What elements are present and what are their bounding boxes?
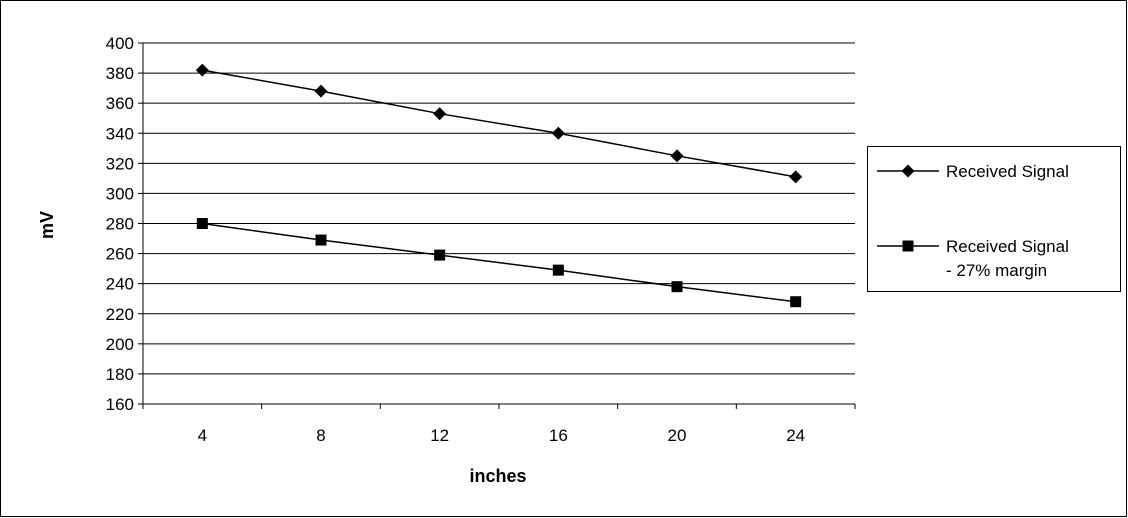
data-point <box>789 170 803 184</box>
y-tick-label: 220 <box>106 305 134 324</box>
x-tick-label: 4 <box>198 426 207 445</box>
legend-entry-1: Received Signal <box>877 162 1069 181</box>
x-tick-label: 20 <box>668 426 687 445</box>
gridlines <box>143 42 855 375</box>
x-tick-label: 16 <box>549 426 568 445</box>
y-tick-label: 300 <box>106 184 134 203</box>
y-tick-label: 160 <box>106 395 134 414</box>
y-tick-label: 280 <box>106 215 134 234</box>
y-tick-label: 200 <box>106 335 134 354</box>
y-tick-label: 380 <box>106 64 134 83</box>
series-line <box>202 69 796 178</box>
data-point <box>433 107 447 121</box>
data-point <box>314 84 328 98</box>
y-tick-label: 320 <box>106 154 134 173</box>
legend-label: Received Signal <box>946 162 1069 181</box>
x-tick-label: 24 <box>786 426 805 445</box>
data-point <box>552 264 564 276</box>
data-point <box>434 249 446 261</box>
data-point <box>551 126 565 140</box>
y-tick-label: 340 <box>106 124 134 143</box>
series-layer <box>195 63 803 308</box>
legend-swatch-marker <box>902 240 914 252</box>
y-tick-label: 240 <box>106 275 134 294</box>
y-tick-label: 360 <box>106 94 134 113</box>
legend-label: Received Signal <box>946 237 1069 256</box>
legend-swatch-marker <box>901 164 915 178</box>
data-point <box>790 296 802 308</box>
y-tick-label: 180 <box>106 365 134 384</box>
x-tick-labels: 4 8 12 16 20 24 <box>142 404 856 445</box>
legend-label: - 27% margin <box>946 261 1047 280</box>
data-point <box>670 149 684 163</box>
legend: Received Signal Received Signal - 27% marg… <box>867 146 1121 292</box>
y-tick-label: 260 <box>106 245 134 264</box>
x-axis-title: inches <box>469 466 526 486</box>
y-tick-labels: 160 180 200 220 240 260 280 300 320 340 360 380 400 <box>106 34 143 414</box>
y-tick-label: 400 <box>106 34 134 53</box>
y-axis-title: mV <box>37 211 57 239</box>
series-line <box>202 222 796 303</box>
series-2 <box>196 218 802 308</box>
data-point <box>195 63 209 77</box>
x-tick-label: 12 <box>430 426 449 445</box>
data-point <box>315 234 327 246</box>
data-point <box>671 281 683 293</box>
data-point <box>196 218 208 229</box>
x-tick-label: 8 <box>316 426 325 445</box>
legend-entry-2: Received Signal - 27% margin <box>877 237 1069 280</box>
series-1 <box>195 63 803 184</box>
